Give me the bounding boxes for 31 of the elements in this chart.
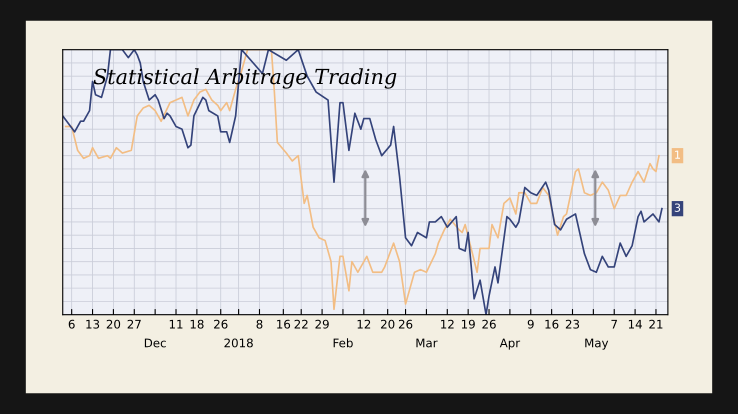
x-tick-label: 22: [294, 320, 308, 328]
x2-tick-label: May: [585, 338, 608, 350]
x-tick-label: 9: [528, 320, 534, 329]
x-tick-label: 29: [315, 320, 329, 329]
x2-tick-label: Apr: [500, 338, 520, 350]
x-tick-label: 16: [545, 320, 558, 329]
x-tick-label: 7: [611, 320, 617, 328]
x-tick-label: 12: [358, 320, 370, 328]
x-tick-label: 13: [86, 320, 100, 329]
x-tick-label: 14: [628, 320, 642, 328]
x-tick-label: 20: [381, 320, 394, 329]
x-tick-label: 6: [68, 320, 75, 329]
x2-tick-label: Feb: [334, 338, 353, 348]
x-tick-label: 21: [649, 320, 662, 328]
x-tick-label: 20: [106, 320, 120, 329]
annotation: 1: [675, 150, 680, 159]
x2-tick-label: Dec: [144, 338, 166, 348]
x-tick-label: 26: [214, 320, 228, 329]
x-tick-label: 19: [462, 320, 475, 329]
x-tick-label: 16: [277, 320, 290, 329]
x2-tick-label: 2018: [224, 338, 253, 348]
x-tick-label: 26: [398, 320, 412, 329]
x-tick-label: 18: [190, 320, 204, 329]
annotation: 3: [674, 203, 680, 212]
x-tick-label: 27: [128, 320, 141, 328]
x2-tick-label: Mar: [416, 338, 438, 348]
x-tick-label: 8: [256, 320, 262, 329]
x-tick-label: 26: [482, 320, 496, 329]
x-tick-label: 12: [441, 320, 454, 328]
x-tick-label: 23: [566, 320, 580, 329]
x-tick-label: 11: [170, 320, 182, 328]
